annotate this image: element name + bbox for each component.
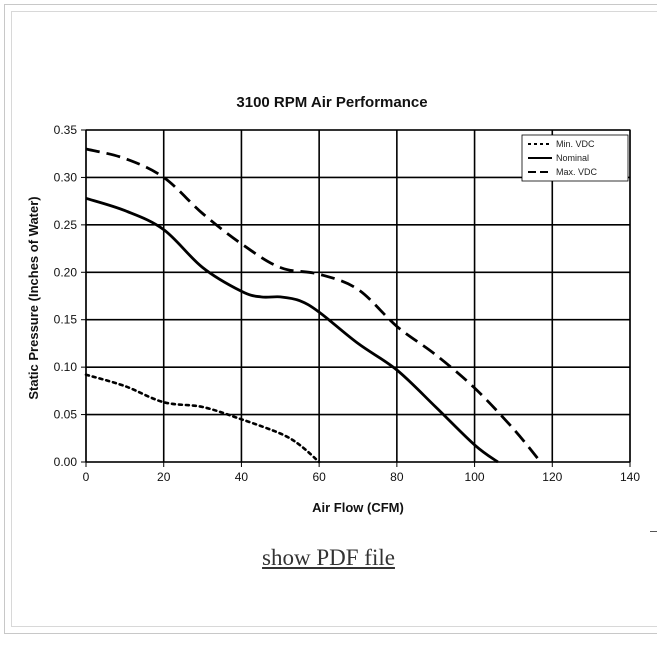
legend-label: Nominal	[556, 153, 589, 163]
series-line-max-vdc	[85, 147, 542, 463]
x-tick-label: 100	[465, 470, 485, 484]
figure-inner-border	[11, 11, 657, 627]
legend-label: Min. VDC	[556, 139, 595, 149]
y-tick-label: 0.15	[54, 313, 78, 327]
x-tick-label: 20	[157, 470, 171, 484]
legend: Min. VDC Nominal Max. VDC	[521, 134, 629, 182]
show-pdf-link[interactable]: show PDF file	[262, 545, 395, 570]
y-tick-label: 0.05	[54, 408, 78, 422]
y-tick-label: 0.30	[54, 170, 78, 184]
y-tick-label: 0.35	[54, 123, 78, 137]
x-tick-label: 120	[542, 470, 562, 484]
x-tick-label: 40	[235, 470, 249, 484]
x-tick-label: 0	[83, 470, 90, 484]
series-line-min-vdc	[84, 373, 321, 464]
x-tick-label: 60	[312, 470, 326, 484]
edge-mark	[650, 531, 657, 532]
x-tick-label: 140	[620, 470, 640, 484]
y-tick-label: 0.10	[54, 360, 78, 374]
y-tick-label: 0.20	[54, 265, 78, 279]
series-line-nominal	[85, 196, 499, 464]
chart-title: 3100 RPM Air Performance	[236, 94, 427, 111]
x-tick-label: 80	[390, 470, 404, 484]
tick-labels: 0 20 40 60 80 100 120 140 0.00 0.05 0.10 0.15 0.20 0.…	[54, 123, 641, 484]
series-lines	[84, 147, 542, 464]
plot-area	[85, 129, 631, 463]
grid	[81, 129, 631, 467]
legend-label: Max. VDC	[556, 167, 598, 177]
y-tick-label: 0.00	[54, 455, 78, 469]
y-tick-label: 0.25	[54, 218, 78, 232]
y-axis-title: Static Pressure (Inches of Water)	[26, 196, 41, 399]
x-axis-title: Air Flow (CFM)	[312, 500, 404, 515]
